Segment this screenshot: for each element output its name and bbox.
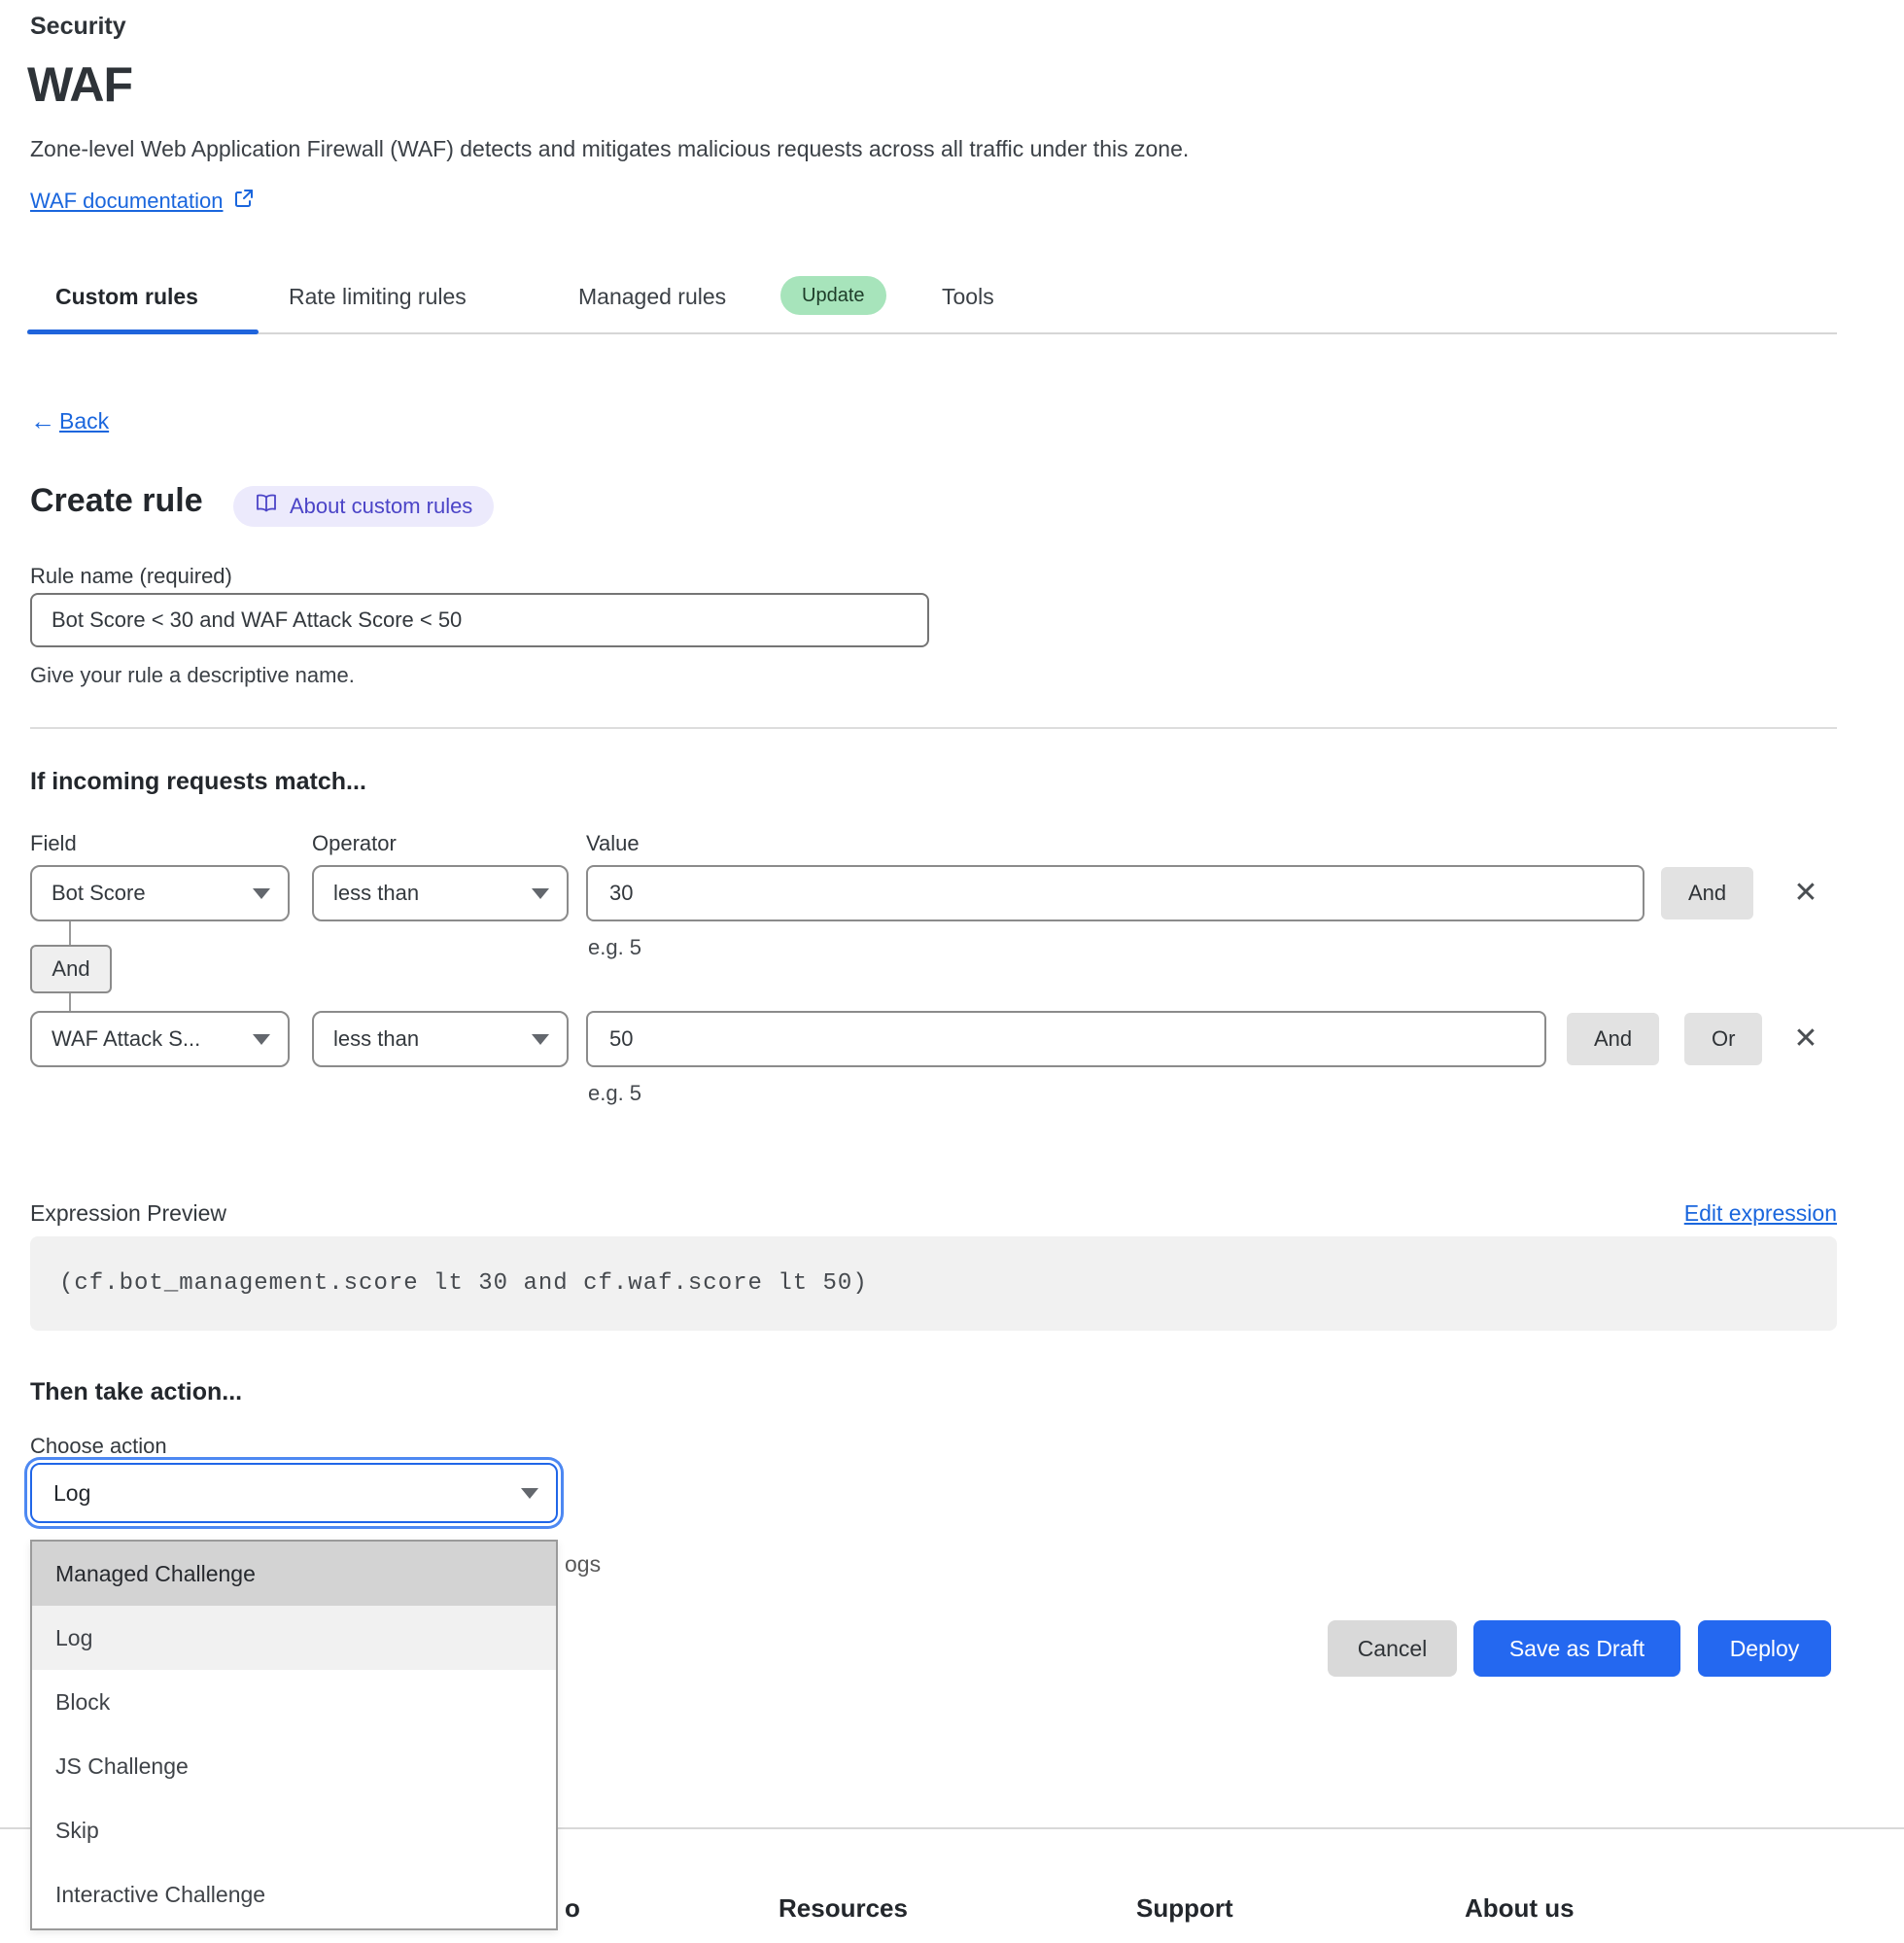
chevron-down-icon bbox=[532, 1034, 549, 1045]
tab-rate-limiting-rules[interactable]: Rate limiting rules bbox=[289, 284, 467, 309]
rule-name-input[interactable] bbox=[30, 593, 929, 647]
about-custom-rules-link[interactable]: About custom rules bbox=[233, 486, 495, 527]
chevron-down-icon bbox=[521, 1488, 538, 1499]
book-icon bbox=[255, 493, 278, 520]
edit-expression-link[interactable]: Edit expression bbox=[1683, 1200, 1837, 1226]
choose-action-label: Choose action bbox=[30, 1434, 167, 1458]
occluded-helper-text-fragment: ogs bbox=[565, 1551, 602, 1577]
value-input-row1[interactable] bbox=[586, 865, 1644, 921]
about-custom-rules-label: About custom rules bbox=[290, 494, 473, 518]
chevron-down-icon bbox=[532, 888, 549, 899]
expression-preview-block: (cf.bot_management.score lt 30 and cf.wa… bbox=[30, 1236, 1837, 1331]
save-as-draft-button[interactable]: Save as Draft bbox=[1473, 1620, 1680, 1677]
expression-preview-label: Expression Preview bbox=[30, 1200, 226, 1226]
add-and-button-row1[interactable]: And bbox=[1661, 867, 1754, 919]
row-joiner-and[interactable]: And bbox=[30, 945, 112, 993]
rule-name-helper: Give your rule a descriptive name. bbox=[30, 663, 355, 687]
action-option-skip[interactable]: Skip bbox=[32, 1798, 556, 1862]
match-section-heading: If incoming requests match... bbox=[30, 768, 366, 795]
tab-tools[interactable]: Tools bbox=[942, 284, 994, 309]
operator-select-row1[interactable]: less than bbox=[312, 865, 569, 921]
back-link[interactable]: ← Back bbox=[30, 406, 109, 436]
action-dropdown-menu: Managed Challenge Log Block JS Challenge… bbox=[30, 1540, 558, 1930]
back-arrow-icon: ← bbox=[30, 406, 55, 435]
action-option-managed-challenge[interactable]: Managed Challenge bbox=[32, 1542, 556, 1606]
action-option-block[interactable]: Block bbox=[32, 1670, 556, 1734]
operator-select-row2[interactable]: less than bbox=[312, 1011, 569, 1067]
tab-managed-rules[interactable]: Managed rules bbox=[578, 284, 727, 309]
waf-documentation-link-label: WAF documentation bbox=[30, 189, 224, 213]
footer-heading-resources: Resources bbox=[779, 1893, 908, 1923]
remove-row1-button[interactable]: ✕ bbox=[1788, 875, 1823, 912]
tab-custom-rules[interactable]: Custom rules bbox=[55, 284, 198, 309]
back-link-label: Back bbox=[59, 408, 110, 434]
page-description: Zone-level Web Application Firewall (WAF… bbox=[30, 136, 1190, 161]
active-tab-indicator bbox=[27, 330, 259, 334]
operator-column-label: Operator bbox=[312, 831, 397, 855]
value-hint-row1: e.g. 5 bbox=[588, 935, 642, 959]
field-select-row2-value: WAF Attack S... bbox=[52, 1026, 201, 1051]
choose-action-select[interactable]: Log bbox=[30, 1463, 558, 1523]
chevron-down-icon bbox=[253, 888, 270, 899]
action-option-log[interactable]: Log bbox=[32, 1606, 556, 1670]
chevron-down-icon bbox=[253, 1034, 270, 1045]
expression-code: (cf.bot_management.score lt 30 and cf.wa… bbox=[59, 1270, 868, 1297]
value-input-row2[interactable] bbox=[586, 1011, 1546, 1067]
update-badge: Update bbox=[780, 276, 886, 315]
action-option-interactive-challenge[interactable]: Interactive Challenge bbox=[32, 1862, 556, 1926]
field-select-row1-value: Bot Score bbox=[52, 881, 146, 905]
footer-heading-about-us: About us bbox=[1465, 1893, 1575, 1923]
choose-action-selected-value: Log bbox=[53, 1479, 91, 1506]
tabs-divider bbox=[27, 332, 1837, 334]
footer-heading-partial: o bbox=[565, 1893, 580, 1923]
section-divider bbox=[30, 727, 1837, 729]
remove-row2-button[interactable]: ✕ bbox=[1788, 1021, 1823, 1058]
external-link-icon bbox=[233, 188, 255, 215]
cancel-button[interactable]: Cancel bbox=[1328, 1620, 1457, 1677]
create-rule-heading: Create rule bbox=[30, 482, 203, 519]
footer-heading-support: Support bbox=[1136, 1893, 1233, 1923]
action-section-heading: Then take action... bbox=[30, 1378, 243, 1405]
section-eyebrow: Security bbox=[30, 13, 126, 40]
deploy-button[interactable]: Deploy bbox=[1698, 1620, 1831, 1677]
value-hint-row2: e.g. 5 bbox=[588, 1081, 642, 1105]
footer-divider bbox=[0, 1827, 1904, 1829]
add-or-button-row2[interactable]: Or bbox=[1684, 1013, 1763, 1065]
field-column-label: Field bbox=[30, 831, 77, 855]
operator-select-row2-value: less than bbox=[333, 1026, 420, 1051]
operator-select-row1-value: less than bbox=[333, 881, 420, 905]
add-and-button-row2[interactable]: And bbox=[1567, 1013, 1660, 1065]
page-title: WAF bbox=[27, 57, 133, 112]
field-select-row2[interactable]: WAF Attack S... bbox=[30, 1011, 290, 1067]
rule-name-label: Rule name (required) bbox=[30, 564, 232, 588]
value-column-label: Value bbox=[586, 831, 640, 855]
action-option-js-challenge[interactable]: JS Challenge bbox=[32, 1734, 556, 1798]
waf-documentation-link[interactable]: WAF documentation bbox=[30, 188, 255, 215]
field-select-row1[interactable]: Bot Score bbox=[30, 865, 290, 921]
